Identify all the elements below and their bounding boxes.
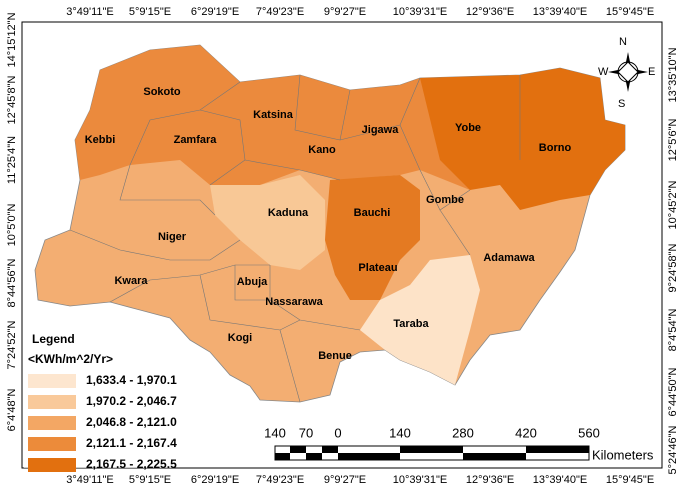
legend-swatch (28, 458, 76, 472)
scale-bar-segment (322, 446, 338, 453)
x-coord-label: 10°39'31"E (393, 474, 447, 486)
scale-tick-label: 70 (299, 425, 313, 440)
x-coord-label: 13°39'40"E (533, 6, 587, 18)
y-coord-label: 9°24'58"N (667, 243, 679, 292)
y-coord-label: 12°5'6"N (667, 119, 679, 162)
legend-swatch (28, 395, 76, 409)
legend-label: 1,633.4 - 1,970.1 (86, 373, 177, 387)
scale-bar-segment (275, 453, 290, 460)
central-dark-region (325, 175, 420, 300)
y-coord-label: 11°25'4"N (6, 136, 18, 184)
state-label: Kogi (228, 332, 252, 344)
state-label: Plateau (358, 262, 397, 274)
state-label: Zamfara (174, 134, 218, 146)
x-coord-label: 15°9'45"E (606, 474, 654, 486)
x-coord-label: 3°49'11"E (66, 6, 114, 18)
scale-unit: Kilometers (592, 447, 654, 462)
x-coord-label: 6°29'19"E (191, 6, 239, 18)
x-coord-label: 3°49'11"E (66, 474, 114, 486)
compass-e: E (648, 66, 655, 78)
state-label: Kwara (114, 275, 148, 287)
scale-tick-label: 560 (578, 425, 600, 440)
scale-bar-segment (338, 453, 400, 460)
x-coord-label: 6°29'19"E (191, 474, 239, 486)
legend-swatch (28, 437, 76, 451)
x-coord-label: 5°9'15"E (129, 6, 171, 18)
y-coord-label: 5°24'46"N (667, 425, 679, 474)
state-label: Kano (308, 144, 336, 156)
x-coord-label: 15°9'45"E (606, 6, 654, 18)
legend-label: 2,046.8 - 2,121.0 (86, 415, 177, 429)
state-label: Nassarawa (265, 296, 323, 308)
compass-w: W (598, 66, 609, 78)
state-label: Benue (318, 350, 352, 362)
state-label: Gombe (426, 194, 464, 206)
y-coord-label: 6°44'50"N (667, 367, 679, 416)
state-label: Yobe (455, 122, 481, 134)
scale-tick-label: 140 (389, 425, 411, 440)
state-label: Kaduna (268, 207, 309, 219)
x-coord-label: 12°9'36"E (466, 6, 514, 18)
y-coord-label: 7°24'52"N (6, 320, 18, 369)
state-label: Sokoto (143, 86, 181, 98)
x-coord-label: 5°9'15"E (129, 474, 171, 486)
scale-bar-segment (526, 446, 589, 453)
x-coord-label: 9°9'27"E (324, 6, 366, 18)
north-region (75, 45, 520, 190)
y-coord-label: 12°45'8"N (6, 75, 18, 124)
scale-bar-segment (306, 453, 322, 460)
taraba-region (360, 255, 480, 385)
x-coord-label: 7°49'23"E (256, 474, 304, 486)
northeast-region (420, 68, 625, 210)
state-borders (69, 74, 521, 403)
y-coord-label: 10°45'2"N (667, 180, 679, 229)
state-label: Borno (539, 142, 572, 154)
state-label: Jigawa (362, 124, 400, 136)
state-label: Katsina (253, 109, 294, 121)
scale-tick-label: 140 (264, 425, 286, 440)
legend-title: Legend (32, 332, 75, 346)
x-coord-label: 9°9'27"E (324, 474, 366, 486)
state-label: Adamawa (483, 252, 535, 264)
scale-tick-label: 0 (334, 425, 341, 440)
x-coord-label: 10°39'31"E (393, 6, 447, 18)
y-coord-label: 10°5'0"N (6, 204, 18, 247)
y-coord-label: 8°44'56"N (6, 258, 18, 307)
y-coord-label: 6°4'48"N (6, 389, 18, 432)
legend-swatch (28, 374, 76, 388)
legend-label: 2,167.5 - 2,225.5 (86, 457, 177, 471)
legend-unit: <KWh/m^2/Yr> (28, 352, 113, 366)
state-label: Niger (158, 231, 187, 243)
x-coord-label: 12°9'36"E (466, 474, 514, 486)
scale-tick-label: 420 (515, 425, 537, 440)
compass: N S E W (598, 36, 655, 110)
compass-s: S (618, 98, 625, 110)
state-label: Taraba (393, 318, 429, 330)
compass-n: N (619, 36, 627, 48)
x-coord-label: 7°49'23"E (256, 6, 304, 18)
scale-bar-segment (290, 446, 306, 453)
state-label: Abuja (237, 276, 268, 288)
legend-label: 1,970.2 - 2,046.7 (86, 394, 177, 408)
legend-swatch (28, 416, 76, 430)
scale-bar-segment (463, 453, 526, 460)
state-label: Bauchi (354, 207, 391, 219)
x-coord-label: 13°39'40"E (533, 474, 587, 486)
y-coord-label: 8°4'54"N (667, 309, 679, 352)
kaduna-region (210, 175, 325, 270)
y-coord-label: 13°35'10"N (667, 47, 679, 102)
y-coord-label: 14°15'12"N (6, 12, 18, 67)
state-label: Kebbi (85, 134, 116, 146)
legend-label: 2,121.1 - 2,167.4 (86, 436, 177, 450)
scale-bar-segment (400, 446, 463, 453)
scale-tick-label: 280 (452, 425, 474, 440)
